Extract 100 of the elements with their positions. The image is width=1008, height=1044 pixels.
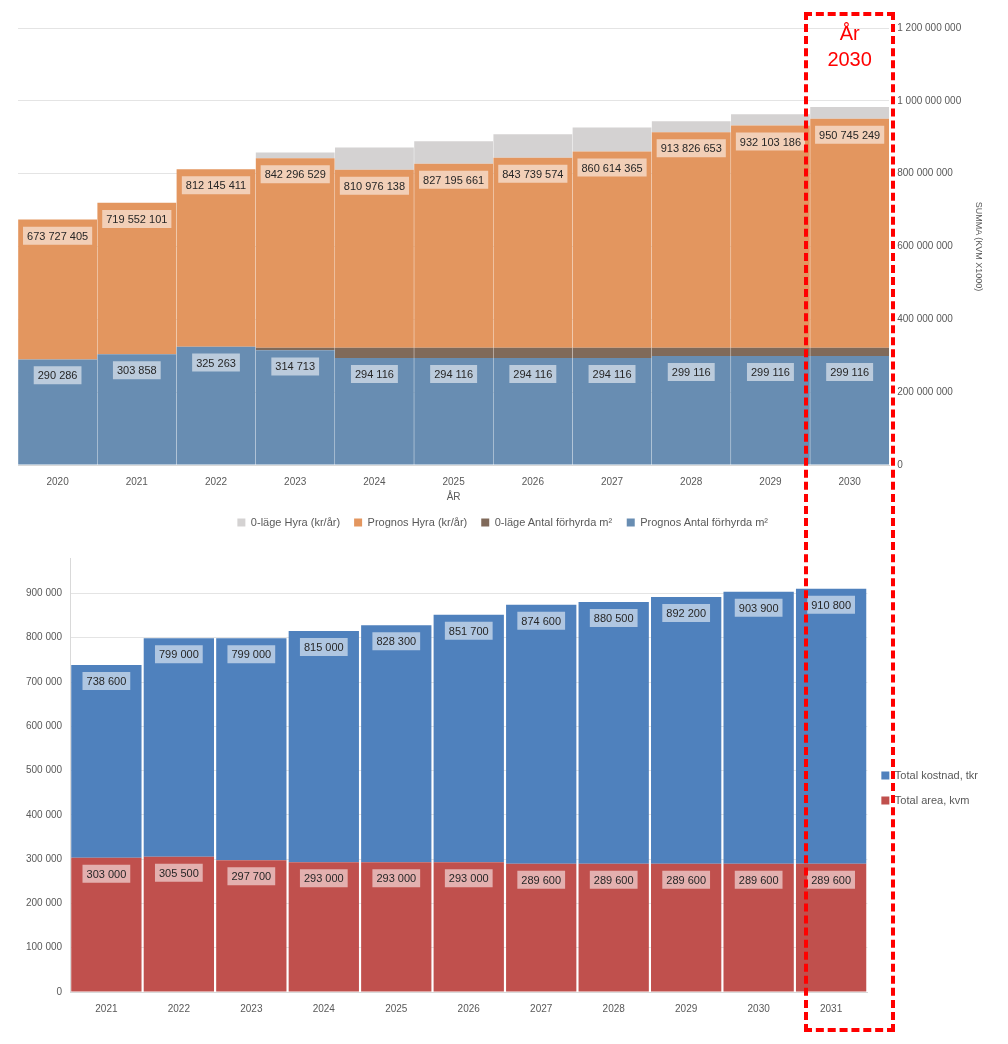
x-tick-label: 2027 bbox=[530, 1002, 553, 1014]
x-tick-label: 2024 bbox=[312, 1002, 336, 1014]
data-label: 293 000 bbox=[303, 872, 344, 885]
annotation: 860 614 365 bbox=[581, 161, 643, 174]
x-tick-label: 2028 bbox=[680, 475, 703, 487]
x-tick-label: 2020 bbox=[46, 475, 70, 487]
annotation: 303 858 bbox=[116, 364, 157, 377]
total-label: 828 300 bbox=[376, 635, 417, 648]
x-tick-label: 2028 bbox=[602, 1002, 626, 1014]
data-label: 297 700 bbox=[231, 870, 272, 883]
annotation: 290 286 bbox=[37, 369, 78, 382]
annotation: 812 145 411 bbox=[185, 179, 247, 192]
x-tick-label: 2026 bbox=[457, 1002, 481, 1014]
legend-label: 0-läge Antal förhyrda m² bbox=[494, 515, 613, 528]
total-label: 892 200 bbox=[666, 606, 707, 619]
x-tick-label: 2030 bbox=[838, 475, 862, 487]
y-tick-label: 800 000 bbox=[25, 631, 63, 643]
bar bbox=[361, 625, 432, 863]
bar bbox=[506, 604, 577, 864]
data-label: 289 600 bbox=[521, 873, 562, 886]
legend-label: Total kostnad, tkr bbox=[894, 768, 979, 781]
bar bbox=[288, 631, 359, 863]
y-tick-label: 500 000 bbox=[25, 764, 63, 776]
bar bbox=[433, 614, 504, 863]
x-tick-label: 2025 bbox=[442, 475, 466, 487]
annotation: 673 727 405 bbox=[27, 229, 89, 242]
x-tick-label: 2021 bbox=[95, 1002, 118, 1014]
data-label: 289 600 bbox=[738, 873, 779, 886]
total-label: 903 900 bbox=[738, 601, 779, 614]
y-tick-label: 200 000 bbox=[25, 897, 63, 909]
bar bbox=[651, 863, 722, 992]
data-label: 305 500 bbox=[158, 866, 199, 879]
y-tick-label: 0 bbox=[56, 985, 63, 997]
data-label: 293 000 bbox=[448, 872, 489, 885]
data-label: 289 600 bbox=[811, 873, 851, 886]
y-tick-label: 600 000 000 bbox=[897, 240, 954, 252]
annotation: 843 739 574 bbox=[502, 167, 564, 180]
total-label: 815 000 bbox=[303, 641, 344, 654]
annotation: 842 296 529 bbox=[264, 168, 326, 181]
bar bbox=[143, 856, 215, 992]
annotation: 950 745 249 bbox=[819, 128, 881, 141]
bar bbox=[723, 591, 794, 864]
y-axis-title: SUMMA (KVM X1000) bbox=[974, 201, 985, 292]
x-tick-label: 2025 bbox=[385, 1002, 408, 1014]
y-tick-label: 0 bbox=[897, 458, 904, 470]
bar bbox=[71, 857, 142, 992]
y-tick-label: 100 000 bbox=[25, 941, 63, 953]
x-tick-label: 2024 bbox=[363, 475, 386, 487]
y-tick-label: 600 000 bbox=[25, 720, 63, 732]
bar bbox=[216, 860, 287, 992]
data-label: 289 600 bbox=[593, 873, 634, 886]
x-tick-label: 2030 bbox=[747, 1002, 771, 1014]
total-label: 738 600 bbox=[86, 674, 127, 687]
bar bbox=[578, 863, 649, 992]
data-label: 303 000 bbox=[86, 867, 127, 880]
x-tick-label: 2023 bbox=[240, 1002, 263, 1014]
annotation: 299 116 bbox=[830, 366, 870, 379]
x-tick-label: 2021 bbox=[125, 475, 149, 487]
bar bbox=[578, 602, 649, 864]
y-tick-label: 700 000 bbox=[25, 675, 63, 687]
y-tick-label: 1 000 000 000 bbox=[897, 94, 962, 106]
x-tick-label: 2022 bbox=[167, 1002, 191, 1014]
annotation: 299 116 bbox=[750, 366, 790, 379]
bar bbox=[143, 638, 215, 857]
x-tick-label: 2022 bbox=[204, 475, 228, 487]
annotation: 314 713 bbox=[275, 360, 316, 373]
data-label: 293 000 bbox=[376, 872, 417, 885]
bar bbox=[506, 863, 577, 992]
total-label: 910 800 bbox=[811, 598, 851, 611]
legend-label: Prognos Hyra (kr/år) bbox=[367, 515, 468, 528]
x-tick-label: 2023 bbox=[284, 475, 307, 487]
bar bbox=[795, 588, 867, 864]
annotation: 294 116 bbox=[434, 367, 474, 380]
annotation: 913 826 653 bbox=[660, 142, 722, 155]
x-tick-label: 2026 bbox=[521, 475, 545, 487]
annotation: 294 116 bbox=[513, 367, 553, 380]
bar bbox=[288, 862, 359, 992]
annotation: 719 552 101 bbox=[106, 212, 168, 225]
data-label: 289 600 bbox=[666, 873, 707, 886]
annotation: 810 976 138 bbox=[343, 179, 406, 192]
bar bbox=[361, 862, 432, 992]
y-tick-label: 200 000 000 bbox=[897, 385, 954, 397]
legend-label: Total area, kvm bbox=[894, 793, 970, 806]
annotation: 299 116 bbox=[671, 366, 711, 379]
x-tick-label: 2027 bbox=[600, 475, 624, 487]
bar bbox=[433, 862, 504, 992]
total-label: 880 500 bbox=[593, 612, 634, 625]
bar bbox=[216, 638, 287, 861]
x-axis-title: ÅR bbox=[446, 489, 461, 502]
legend-label: Prognos Antal förhyrda m² bbox=[640, 515, 769, 528]
x-tick-label: 2031 bbox=[819, 1002, 843, 1014]
annotation: 827 195 661 bbox=[423, 173, 485, 186]
annotation: 932 103 186 bbox=[739, 135, 802, 148]
y-tick-label: 800 000 000 bbox=[897, 167, 954, 179]
y-tick-label: 400 000 000 bbox=[897, 313, 954, 325]
total-label: 799 000 bbox=[231, 648, 272, 661]
y-tick-label: 900 000 bbox=[25, 587, 63, 599]
total-label: 874 600 bbox=[521, 614, 562, 627]
x-tick-label: 2029 bbox=[759, 475, 782, 487]
y-tick-label: 300 000 bbox=[25, 852, 63, 864]
